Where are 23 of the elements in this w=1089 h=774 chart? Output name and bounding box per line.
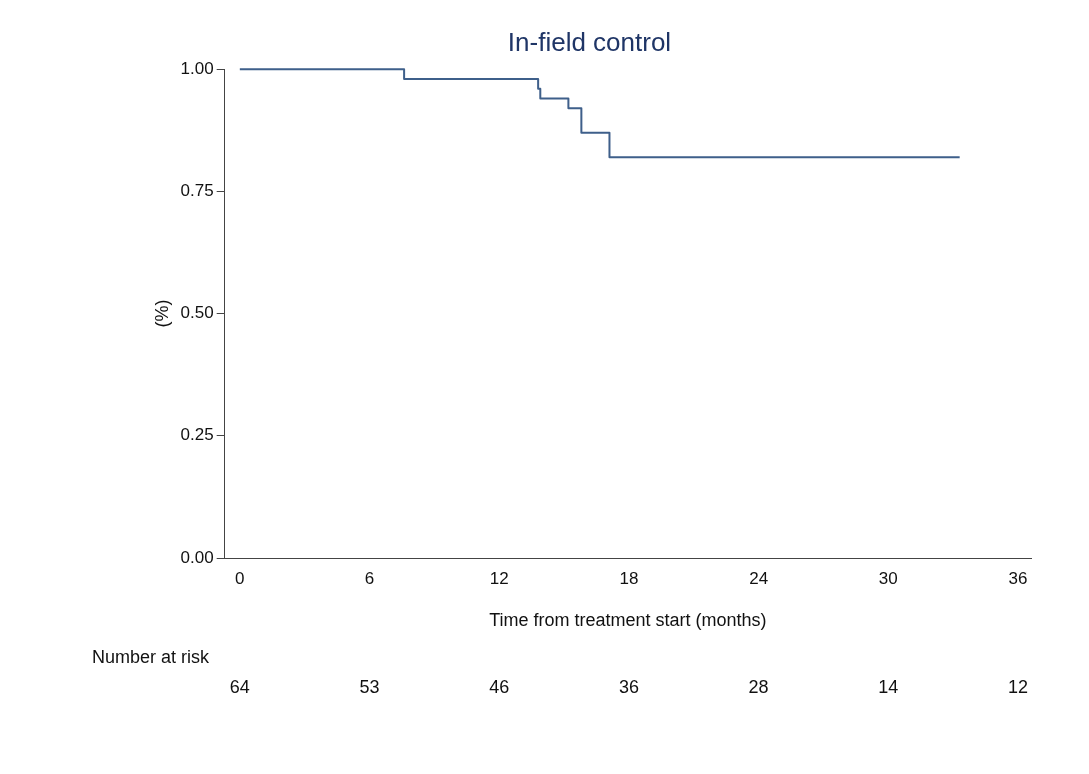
x-tick-label: 30 <box>878 568 898 588</box>
text: 36 <box>618 676 639 697</box>
text: 53 <box>359 676 380 697</box>
x-tick-label: 6 <box>364 568 375 588</box>
chart-title: In-field control <box>507 26 672 57</box>
x-tick-label: 24 <box>749 568 769 588</box>
text: 46 <box>489 676 510 697</box>
x-axis-title: Time from treatment start (months) <box>489 610 767 631</box>
y-tick-label: 0.75 <box>180 181 214 201</box>
x-tick-label: 0 <box>235 568 245 588</box>
y-tick-label: 0.25 <box>180 425 214 445</box>
text: 64 <box>229 676 250 697</box>
text: 14 <box>878 676 899 697</box>
x-tick-label: 18 <box>619 568 639 588</box>
text: 28 <box>748 676 769 697</box>
y-axis-title: (%) <box>151 299 172 328</box>
y-tick-label: 1.00 <box>180 58 214 78</box>
y-tick-label: 0.00 <box>180 547 214 567</box>
y-tick-label: 0.50 <box>180 303 214 323</box>
text: Number at risk <box>92 646 211 667</box>
x-tick-label: 12 <box>489 568 509 588</box>
text: 12 <box>1008 676 1029 697</box>
x-tick-label: 36 <box>1008 568 1028 588</box>
